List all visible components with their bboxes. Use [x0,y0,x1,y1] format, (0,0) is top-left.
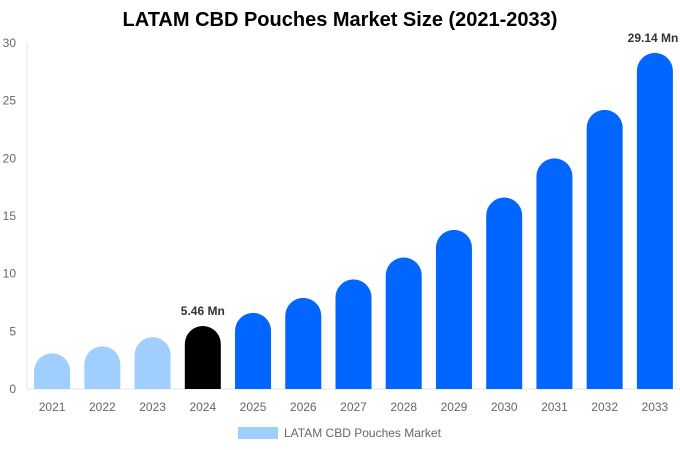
y-tick-label: 15 [3,209,17,223]
bar-2021 [34,353,71,389]
bar-2030 [486,197,523,389]
x-tick-label: 2022 [89,400,116,414]
x-tick-label: 2023 [139,400,166,414]
legend[interactable]: LATAM CBD Pouches Market [238,426,441,440]
bar-2032 [586,109,623,389]
y-tick-label: 0 [9,382,16,396]
x-tick-label: 2030 [491,400,518,414]
bar-2023 [134,337,171,389]
bar-2022 [84,346,121,389]
y-tick-label: 5 [9,324,16,338]
bar-2024 [184,326,221,389]
y-tick-label: 20 [3,151,17,165]
data-label: 29.14 Mn [628,31,679,45]
bar-2031 [536,158,573,389]
x-tick-label: 2027 [340,400,367,414]
x-tick-label: 2021 [39,400,66,414]
x-tick-label: 2031 [541,400,568,414]
x-tick-label: 2024 [189,400,216,414]
x-tick-label: 2028 [390,400,417,414]
x-tick-label: 2025 [240,400,267,414]
bar-2025 [235,312,272,389]
legend-label: LATAM CBD Pouches Market [284,426,441,440]
bar-2033 [636,52,673,389]
x-tick-label: 2033 [642,400,669,414]
y-tick-label: 10 [3,267,17,281]
bar-2027 [335,279,372,389]
x-tick-label: 2032 [591,400,618,414]
chart-title: LATAM CBD Pouches Market Size (2021-2033… [122,9,558,31]
y-tick-label: 25 [3,94,17,108]
y-tick-label: 30 [3,36,17,50]
data-label: 5.46 Mn [181,304,225,318]
legend-swatch [238,427,278,439]
bar-2028 [385,257,422,389]
bar-2029 [435,229,472,389]
x-tick-label: 2026 [290,400,317,414]
x-tick-label: 2029 [441,400,468,414]
bar-2026 [285,297,322,389]
